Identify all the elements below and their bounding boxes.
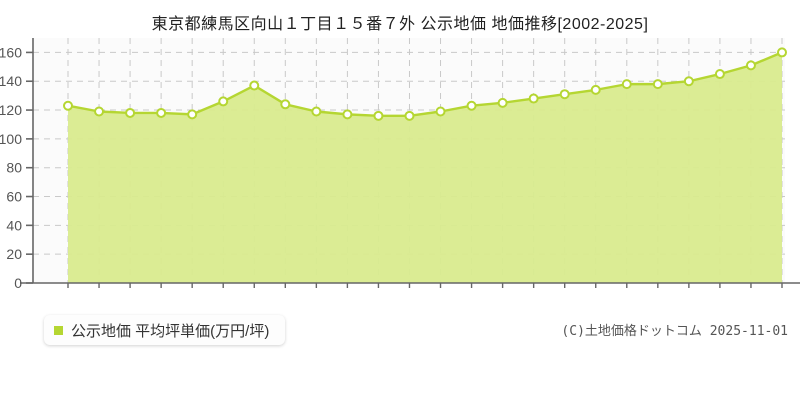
data-point-marker[interactable] [404, 110, 415, 121]
y-axis-tick-label: 160 [0, 44, 22, 60]
data-point-marker[interactable] [311, 106, 322, 117]
chart-legend: 公示地価 平均坪単価(万円/坪) [44, 315, 286, 345]
y-axis-tick-label: 100 [0, 131, 22, 147]
data-point-marker[interactable] [280, 99, 291, 110]
data-point-marker[interactable] [745, 60, 756, 71]
legend-series-label: 公示地価 平均坪単価(万円/坪) [71, 322, 270, 340]
chart-title: 東京都練馬区向山１丁目１５番７外 公示地価 地価推移[2002-2025] [151, 16, 649, 33]
y-axis-tick-label: 40 [6, 217, 22, 233]
data-point-marker[interactable] [63, 100, 73, 111]
series-data-markers [63, 47, 787, 121]
data-point-marker[interactable] [528, 93, 539, 104]
data-point-marker[interactable] [621, 79, 632, 90]
data-point-marker[interactable] [777, 47, 787, 58]
data-point-marker[interactable] [94, 106, 105, 117]
data-point-marker[interactable] [466, 100, 477, 111]
data-point-marker[interactable] [652, 79, 663, 90]
data-point-marker[interactable] [187, 109, 198, 120]
y-axis-tick-label: 60 [6, 189, 22, 205]
data-point-marker[interactable] [342, 109, 353, 120]
y-axis-tick-label: 20 [6, 246, 22, 262]
data-point-marker[interactable] [714, 69, 725, 80]
data-point-marker[interactable] [590, 84, 601, 95]
data-point-marker[interactable] [497, 97, 508, 108]
series-color-swatch [54, 325, 63, 335]
data-point-marker[interactable] [559, 89, 570, 100]
series-line [66, 51, 784, 118]
data-point-marker[interactable] [435, 106, 446, 117]
data-point-marker[interactable] [373, 110, 384, 121]
y-axis-tick-label: 80 [6, 160, 22, 176]
y-axis-tick-labels: 0 20 40 60 80 100 120 140 160 [0, 44, 22, 288]
y-axis-tick-label: 120 [0, 102, 22, 118]
data-point-marker[interactable] [218, 96, 229, 107]
data-point-marker[interactable] [125, 107, 136, 118]
series-area-fill [68, 52, 782, 283]
data-point-marker[interactable] [683, 76, 694, 87]
y-axis-tick-label: 140 [0, 73, 22, 89]
y-axis-tick-label: 0 [14, 275, 22, 288]
data-point-marker[interactable] [249, 80, 260, 91]
copyright-credit: (C)土地価格ドットコム 2025-11-01 [561, 324, 788, 339]
data-point-marker[interactable] [156, 107, 167, 118]
